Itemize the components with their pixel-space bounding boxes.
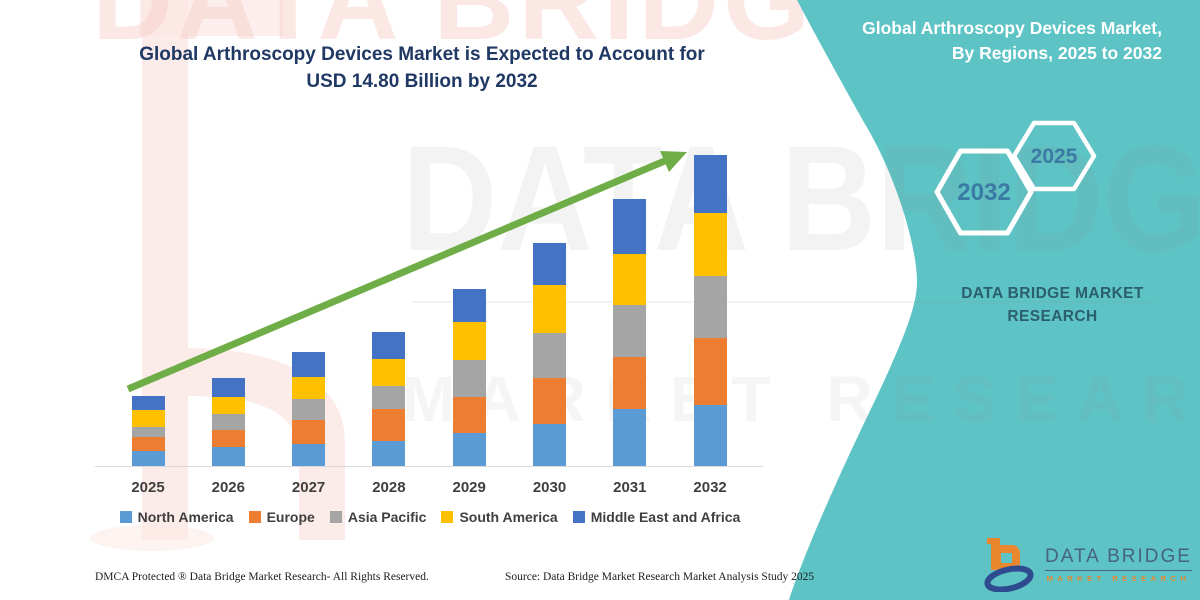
bar-segment-south-america-2028: [372, 358, 406, 387]
bar-2030: [533, 243, 566, 466]
bar-2029: [452, 289, 486, 466]
footer-source-text: Source: Data Bridge Market Research Mark…: [505, 571, 815, 583]
company-logo: DATA BRIDGE MARKET RESEARCH: [983, 536, 1192, 592]
bar-2031: [613, 199, 647, 466]
x-axis-label-2032: 2032: [693, 479, 727, 496]
bar-segment-south-america-2029: [452, 322, 486, 360]
bar-segment-south-america-2027: [292, 376, 326, 399]
bar-segment-asia-pacific-2025: [131, 427, 165, 437]
bar-segment-europe-2028: [372, 409, 406, 441]
bar-segment-south-america-2026: [211, 396, 245, 414]
logo-subtitle-text: MARKET RESEARCH: [1046, 574, 1191, 583]
x-axis-label-2027: 2027: [291, 479, 326, 496]
bar-segment-middle-east-and-africa-2029: [452, 289, 486, 323]
bar-segment-middle-east-and-africa-2031: [613, 199, 647, 254]
x-axis-label-2026: 2026: [211, 479, 245, 496]
panel-title-line2: By Regions, 2025 to 2032: [951, 42, 1162, 63]
bar-segment-north-america-2025: [131, 451, 165, 466]
x-axis-label-2030: 2030: [532, 479, 567, 496]
legend: North America Europe Asia Pacific South Ame…: [95, 509, 765, 525]
bar-2025: [131, 395, 165, 466]
bar-2028: [372, 331, 406, 466]
legend-swatch-middle-east-and-africa: [572, 511, 585, 523]
bar-segment-europe-2025: [131, 436, 165, 452]
logo-name-text: DATA BRIDGE: [1045, 546, 1192, 571]
panel-brand-line2: RESEARCH: [1007, 308, 1098, 326]
x-axis-label-2029: 2029: [452, 479, 486, 496]
x-axis-label-2025: 2025: [131, 479, 165, 496]
x-axis-line: [95, 466, 763, 467]
legend-label-asia-pacific: Asia Pacific: [347, 509, 427, 525]
bar-segment-europe-2032: [693, 337, 727, 406]
bar-segment-middle-east-and-africa-2025: [131, 395, 165, 411]
footer-dmca-text: DMCA Protected ® Data Bridge Market Rese…: [95, 571, 429, 583]
legend-swatch-south-america: [441, 511, 454, 523]
hexagon-2025: [1011, 120, 1097, 192]
chart-title-line1: Global Arthroscopy Devices Market is Exp…: [139, 44, 705, 65]
chart-title: Global Arthroscopy Devices Market is Exp…: [60, 42, 784, 96]
bar-segment-north-america-2032: [693, 405, 727, 466]
legend-item-south-america: South America: [441, 509, 558, 525]
data-bridge-logo-icon: [984, 538, 1034, 592]
bar-segment-south-america-2025: [131, 410, 165, 428]
hexagon-2032: [934, 148, 1034, 236]
bar-segment-asia-pacific-2027: [292, 398, 326, 420]
panel-brand-text: DATA BRIDGE MARKET RESEARCH: [940, 282, 1165, 329]
bar-segment-europe-2027: [292, 419, 326, 444]
hexagon-badges: 2032 2025: [934, 120, 1097, 236]
legend-item-asia-pacific: Asia Pacific: [329, 509, 427, 525]
hexagon-2025-label: 2025: [1031, 145, 1078, 168]
legend-item-europe: Europe: [248, 509, 315, 525]
legend-label-middle-east-and-africa: Middle East and Africa: [590, 509, 741, 525]
legend-item-middle-east-and-africa: Middle East and Africa: [572, 509, 741, 525]
legend-swatch-europe: [248, 511, 261, 523]
bar-segment-north-america-2028: [372, 440, 406, 466]
plot-area: [95, 140, 765, 466]
bar-segment-asia-pacific-2026: [211, 413, 245, 431]
bar-segment-europe-2030: [533, 377, 566, 424]
bar-segment-asia-pacific-2032: [693, 275, 727, 338]
panel-brand-line1: DATA BRIDGE MARKET: [961, 285, 1144, 302]
bar-segment-north-america-2030: [533, 424, 566, 466]
panel-title-line1: Global Arthroscopy Devices Market,: [862, 18, 1162, 38]
bar-segment-middle-east-and-africa-2028: [372, 331, 406, 359]
bar-segment-asia-pacific-2031: [613, 305, 647, 357]
x-axis-labels: 2025 2026 2027 2028 2029 2030 2031 2032: [95, 479, 765, 499]
bar-segment-middle-east-and-africa-2032: [693, 155, 727, 213]
bar-2026: [211, 377, 245, 466]
bar-segment-europe-2029: [452, 396, 486, 434]
bar-segment-europe-2031: [613, 356, 647, 410]
bar-segment-north-america-2027: [292, 443, 326, 466]
bar-segment-asia-pacific-2028: [372, 386, 406, 410]
bar-segment-asia-pacific-2030: [533, 332, 566, 378]
bar-segment-south-america-2030: [533, 285, 566, 333]
bar-2027: [292, 352, 326, 466]
bar-segment-south-america-2031: [613, 253, 647, 306]
x-axis-label-2028: 2028: [372, 479, 406, 496]
legend-swatch-asia-pacific: [329, 511, 342, 523]
legend-item-north-america: North America: [119, 509, 234, 525]
x-axis-label-2031: 2031: [613, 479, 647, 496]
bar-segment-north-america-2031: [613, 409, 647, 466]
bar-segment-middle-east-and-africa-2026: [211, 377, 245, 397]
bar-segment-asia-pacific-2029: [452, 359, 486, 397]
bar-segment-middle-east-and-africa-2027: [292, 352, 326, 377]
bar-segment-north-america-2029: [452, 433, 486, 466]
hexagon-2032-label: 2032: [957, 179, 1010, 206]
bar-segment-middle-east-and-africa-2030: [533, 243, 566, 286]
legend-label-south-america: South America: [459, 509, 558, 525]
legend-label-north-america: North America: [137, 509, 234, 525]
legend-swatch-north-america: [119, 511, 132, 523]
bar-2032: [693, 155, 727, 466]
bar-segment-south-america-2032: [693, 212, 727, 276]
chart-title-line2: USD 14.80 Billion by 2032: [306, 70, 538, 92]
bar-segment-europe-2026: [211, 430, 245, 448]
legend-label-europe: Europe: [266, 509, 315, 525]
panel-title: Global Arthroscopy Devices Market, By Re…: [792, 16, 1162, 66]
bar-segment-north-america-2026: [211, 447, 245, 466]
